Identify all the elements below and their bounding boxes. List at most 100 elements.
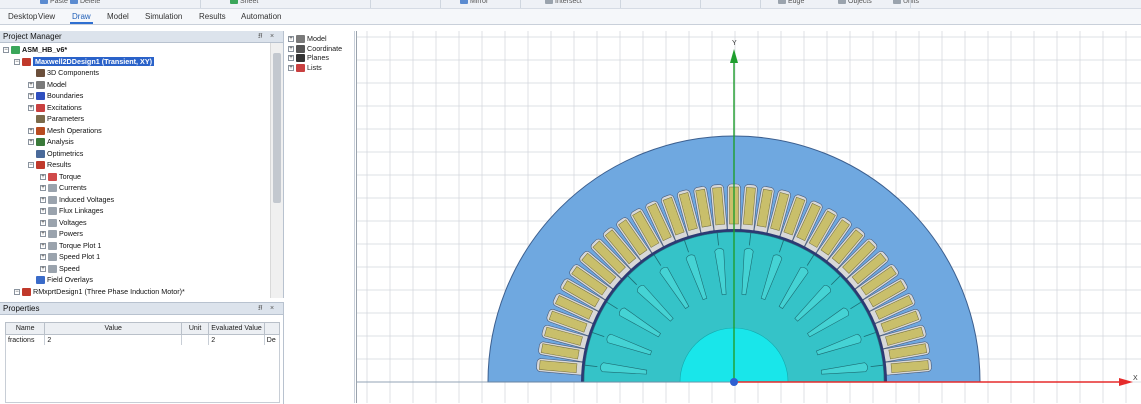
- tab-draw[interactable]: Draw: [70, 9, 93, 24]
- tree-node-label: Boundaries: [47, 91, 84, 100]
- tree-node[interactable]: − Results: [28, 159, 71, 170]
- tree-node[interactable]: Field Overlays: [36, 274, 93, 285]
- toolbar-item-edge[interactable]: Edge: [778, 0, 804, 7]
- scrollbar-thumb[interactable]: [273, 53, 281, 203]
- col-evaluated-value[interactable]: Evaluated Value: [208, 322, 265, 335]
- cell-extra[interactable]: De: [263, 334, 281, 346]
- toolbar-separator: [910, 0, 911, 8]
- expand-icon[interactable]: +: [28, 139, 34, 146]
- cell-name[interactable]: fractions: [4, 334, 46, 346]
- tree-node[interactable]: + Currents: [40, 182, 87, 193]
- col-unit[interactable]: Unit: [180, 322, 210, 335]
- toolbar-item-mirror[interactable]: Mirror: [460, 0, 488, 7]
- expand-icon[interactable]: +: [40, 254, 46, 261]
- expand-icon[interactable]: +: [40, 265, 46, 272]
- expand-icon[interactable]: +: [40, 219, 46, 226]
- tree-node[interactable]: − RMxprtDesign1 (Three Phase Induction Mo…: [14, 286, 185, 297]
- expand-icon[interactable]: +: [288, 45, 294, 52]
- tree-node[interactable]: + Induced Voltages: [40, 194, 114, 205]
- expand-icon[interactable]: +: [28, 127, 34, 134]
- stator-slot: [740, 184, 758, 234]
- expand-icon[interactable]: +: [40, 196, 46, 203]
- cell-evaluated[interactable]: 2: [208, 334, 265, 346]
- tree-node[interactable]: + Voltages: [40, 217, 87, 228]
- delete-icon: [70, 0, 78, 5]
- toolbar-item-objects[interactable]: Objects: [838, 0, 872, 7]
- toolbar-item-sheet[interactable]: Sheet: [230, 0, 258, 7]
- tree-node[interactable]: + Model: [28, 79, 67, 90]
- expand-icon[interactable]: +: [288, 64, 294, 71]
- toolbar-item-delete[interactable]: Delete: [70, 0, 100, 7]
- expand-icon[interactable]: +: [28, 81, 34, 88]
- expand-icon[interactable]: +: [28, 93, 34, 100]
- rotor-bar: [653, 254, 690, 309]
- collapse-icon[interactable]: −: [14, 58, 20, 65]
- tab-desktop[interactable]: Desktop: [8, 12, 38, 21]
- expand-icon[interactable]: +: [288, 55, 294, 62]
- winding-coil: [695, 188, 712, 228]
- pin-icon[interactable]: ⭿: [258, 305, 263, 312]
- rotor-bar: [684, 240, 708, 300]
- tree-node[interactable]: 3D Components: [36, 67, 99, 78]
- tree-node[interactable]: + Torque: [40, 171, 81, 182]
- cell-unit[interactable]: [180, 334, 210, 346]
- expand-icon[interactable]: +: [40, 242, 46, 249]
- modeler-view[interactable]: YX: [357, 31, 1141, 403]
- tree-node[interactable]: + Flux Linkages: [40, 205, 103, 216]
- tree-node[interactable]: + Analysis: [28, 136, 74, 147]
- model-tree-node[interactable]: + Model: [288, 34, 327, 44]
- pin-icon[interactable]: ⭿: [258, 33, 263, 40]
- tab-simulation[interactable]: Simulation: [145, 12, 183, 21]
- tree-node-icon: [36, 138, 45, 147]
- tree-node-icon: [22, 287, 31, 296]
- tree-node[interactable]: + Speed: [40, 263, 80, 274]
- tree-node[interactable]: − Maxwell2DDesign1 (Transient, XY): [14, 56, 155, 67]
- tree-node[interactable]: Optimetrics: [36, 148, 83, 159]
- project-tree-scrollbar[interactable]: [270, 43, 283, 298]
- table-row[interactable]: fractions 2 2 De: [4, 334, 281, 346]
- stator-slot: [854, 264, 899, 301]
- expand-icon[interactable]: +: [28, 104, 34, 111]
- tree-node[interactable]: − ASM_HB_v6*: [3, 44, 67, 55]
- tree-node[interactable]: + Boundaries: [28, 90, 83, 101]
- model-tree-node[interactable]: + Lists: [288, 63, 322, 73]
- tab-model[interactable]: Model: [107, 12, 129, 21]
- tab-results[interactable]: Results: [199, 12, 226, 21]
- close-icon[interactable]: ×: [270, 305, 275, 312]
- col-value[interactable]: Value: [44, 322, 182, 335]
- collapse-icon[interactable]: −: [28, 162, 34, 169]
- tree-node-label: ASM_HB_v6*: [22, 45, 68, 54]
- tree-node[interactable]: + Powers: [40, 228, 83, 239]
- tree-node[interactable]: + Speed Plot 1: [40, 251, 100, 262]
- model-tree-node[interactable]: + Coordinate: [288, 44, 342, 54]
- expand-icon[interactable]: +: [40, 185, 46, 192]
- col-name[interactable]: Name: [4, 322, 46, 335]
- properties-header: Properties ⭿ ×: [0, 303, 283, 315]
- tab-view[interactable]: View: [38, 12, 56, 21]
- col-extra[interactable]: [263, 322, 281, 335]
- winding-coil: [604, 229, 637, 265]
- tab-automation[interactable]: Automation: [241, 12, 282, 21]
- close-icon[interactable]: ×: [270, 33, 275, 40]
- rotor-bar-shape: [816, 333, 862, 356]
- model-tree-label: Planes: [307, 53, 329, 62]
- expand-icon[interactable]: +: [40, 231, 46, 238]
- cell-value[interactable]: 2: [44, 334, 182, 346]
- stator-slot: [603, 227, 642, 270]
- expand-icon[interactable]: +: [288, 36, 294, 43]
- tree-node[interactable]: + Torque Plot 1: [40, 240, 101, 251]
- expand-icon[interactable]: +: [40, 208, 46, 215]
- collapse-icon[interactable]: −: [14, 288, 20, 295]
- toolbar-item-paste[interactable]: Paste: [40, 0, 68, 7]
- rotor-bar-slit: [653, 254, 662, 266]
- collapse-icon[interactable]: −: [3, 47, 9, 54]
- model-tree-node[interactable]: + Planes: [288, 53, 329, 63]
- tree-node[interactable]: + Mesh Operations: [28, 125, 102, 136]
- toolbar-item-intersect[interactable]: Intersect: [545, 0, 582, 7]
- expand-icon[interactable]: +: [40, 173, 46, 180]
- tree-node[interactable]: Parameters: [36, 113, 84, 124]
- toolbar-item-units[interactable]: Units: [893, 0, 919, 7]
- tree-node[interactable]: + Excitations: [28, 102, 82, 113]
- project-manager-panel: Project Manager ⭿ × − ASM_HB_v6* − Maxwell2…: [0, 31, 284, 298]
